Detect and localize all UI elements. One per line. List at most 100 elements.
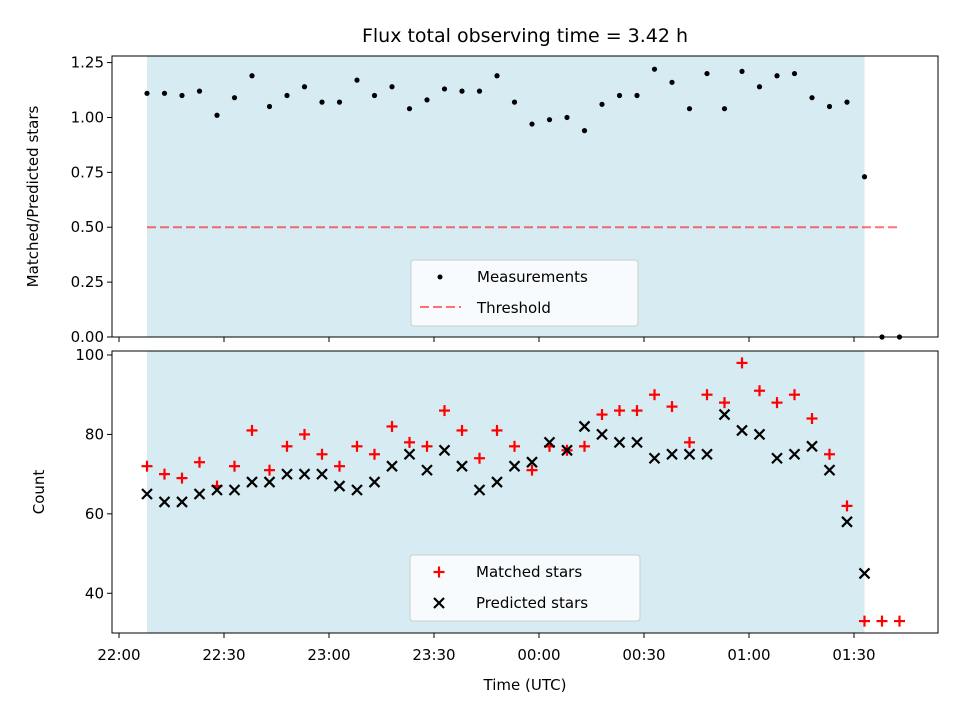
measurement-point <box>546 117 553 123</box>
measurement-point <box>301 84 308 90</box>
measurement-point <box>651 66 658 72</box>
matched-star-point <box>701 389 713 401</box>
y-tick-label: 0.25 <box>71 273 104 291</box>
predicted-star-point <box>543 436 556 449</box>
matched-star-point <box>281 440 293 452</box>
measurement-point <box>284 92 290 99</box>
matched-star-point <box>369 448 380 460</box>
predicted-star-point <box>578 420 591 433</box>
measurement-point <box>161 90 168 96</box>
matched-star-point <box>806 413 818 425</box>
predicted-star-point <box>193 488 206 500</box>
matched-star-point <box>141 460 153 472</box>
measurement-point <box>809 95 815 101</box>
measurement-point <box>826 103 833 110</box>
predicted-star-point <box>176 496 188 508</box>
matched-star-point <box>876 615 888 627</box>
measurement-point <box>249 73 255 79</box>
predicted-star-point <box>596 428 608 441</box>
measurement-point <box>634 92 640 99</box>
predicted-star-point <box>421 464 433 476</box>
matched-star-point <box>509 440 520 452</box>
x-tick-label: 22:00 <box>97 646 140 664</box>
measurement-point <box>756 84 763 90</box>
measurement-point <box>214 112 220 118</box>
predicted-star-point <box>351 484 363 496</box>
matched-star-point <box>666 401 678 413</box>
x-axis-label: Time (UTC) <box>483 676 567 694</box>
measurement-point <box>354 77 360 83</box>
predicted-star-point <box>316 468 328 480</box>
chart-title: Flux total observing time = 3.42 h <box>362 25 688 47</box>
legend-matched-marker <box>433 566 445 578</box>
measurement-point <box>424 97 430 103</box>
x-tick-label: 01:30 <box>832 646 875 664</box>
predicted-star-point <box>526 456 538 468</box>
bottom-legend-box <box>409 554 641 622</box>
matched-star-point <box>246 424 258 436</box>
matched-star-point <box>526 464 538 476</box>
measurement-point <box>564 114 570 121</box>
predicted-star-point <box>788 448 801 461</box>
predicted-star-point <box>648 452 661 465</box>
matched-star-point <box>194 456 205 468</box>
measurement-point <box>266 103 273 110</box>
predicted-star-point <box>736 424 748 437</box>
measurement-point <box>791 70 798 77</box>
measurement-point <box>721 106 728 112</box>
matched-star-point <box>754 385 765 397</box>
matched-star-point <box>579 440 590 452</box>
matched-star-point <box>439 405 450 417</box>
x-tick-label: 01:00 <box>727 646 770 664</box>
matched-star-point <box>684 436 695 448</box>
legend-predicted-label: Predicted stars <box>476 594 588 612</box>
predicted-star-point <box>561 444 573 457</box>
bottom-legend: Matched stars Predicted stars <box>409 554 641 622</box>
measurement-point <box>441 86 448 92</box>
measurement-point <box>774 73 780 79</box>
top-panel: 0.00 0.25 0.50 0.75 1.00 1.25 Flux total obse… <box>24 25 939 346</box>
measurement-point <box>599 101 605 107</box>
legend-measurements-label: Measurements <box>477 268 588 286</box>
predicted-star-point <box>508 460 521 472</box>
predicted-star-point <box>333 480 346 492</box>
y-tick-label: 100 <box>75 346 104 364</box>
matched-star-point <box>736 357 748 369</box>
predicted-star-point <box>298 468 311 480</box>
predicted-star-point <box>228 484 241 496</box>
matched-star-point <box>334 460 345 472</box>
matched-star-point <box>789 389 800 401</box>
predicted-star-point <box>613 436 626 449</box>
measurement-point <box>581 128 588 134</box>
matched-star-point <box>771 397 783 409</box>
predicted-star-point <box>438 444 451 457</box>
y-tick-label: 0.50 <box>71 218 104 236</box>
measurement-point <box>389 84 395 90</box>
bottom-y-axis-label: Count <box>30 470 48 515</box>
x-tick-label: 22:30 <box>202 646 245 664</box>
matched-star-point <box>421 440 433 452</box>
legend-matched-label: Matched stars <box>476 563 582 581</box>
matched-star-point <box>614 405 625 417</box>
predicted-star-point <box>368 476 381 488</box>
measurement-point <box>861 174 868 180</box>
predicted-star-point <box>841 516 853 528</box>
measurement-point <box>319 99 325 105</box>
measurement-point <box>511 99 518 105</box>
measurement-point <box>494 73 500 79</box>
predicted-star-point <box>158 496 171 508</box>
matched-star-point <box>824 448 835 460</box>
matched-star-point <box>316 448 328 460</box>
x-tick-label: 00:00 <box>517 646 560 664</box>
predicted-star-point <box>491 476 503 488</box>
measurement-point <box>844 99 850 105</box>
y-tick-label: 60 <box>85 505 104 523</box>
measurement-point <box>371 92 378 99</box>
legend-measurements-marker <box>437 274 443 280</box>
matched-star-point <box>596 409 608 421</box>
measurement-point <box>704 70 710 77</box>
matched-star-point <box>894 615 905 627</box>
bottom-axes-frame <box>111 350 939 634</box>
x-tick-label: 23:00 <box>307 646 350 664</box>
matched-star-point <box>841 500 853 512</box>
